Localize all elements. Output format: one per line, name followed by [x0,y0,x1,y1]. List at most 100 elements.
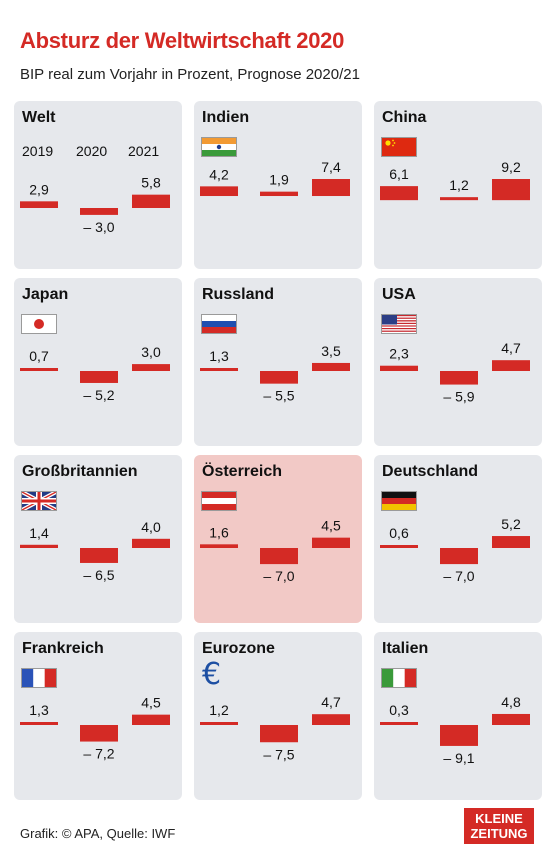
value-label: – 7,2 [83,746,114,762]
bar-2019 [200,368,238,371]
value-label: 3,0 [141,344,161,360]
year-label: 2021 [128,143,160,159]
bar-2020 [80,725,118,742]
value-label: – 5,9 [443,389,474,405]
bar-2020 [440,725,478,746]
value-label: 0,6 [389,525,409,541]
bar-2021 [312,179,350,197]
bar-2019 [380,365,418,371]
bar-2020 [80,548,118,563]
panel-title: Großbritannien [22,463,138,480]
value-label: 2,3 [389,346,409,362]
page-subtitle: BIP real zum Vorjahr in Prozent, Prognos… [20,66,360,83]
bar-chart: 2,9 – 3,0 5,8 [20,175,170,235]
panel-deutschland: Deutschland 0,6 – 7,0 5,2 [374,455,542,623]
italy-flag-icon [381,668,417,688]
panel-title: USA [382,286,416,303]
value-label: 1,3 [29,702,49,718]
bar-chart: 4,2 1,9 7,4 [200,159,350,197]
bar-chart: 1,3 – 5,5 3,5 [200,343,350,404]
value-label: 1,6 [209,524,229,540]
bar-2019 [20,201,58,208]
panel-eurozone: Eurozone €1,2 – 7,5 4,7 [194,632,362,800]
panel-title: China [382,109,427,126]
bar-2021 [492,713,530,725]
bar-2019 [20,544,58,548]
value-label: – 6,5 [83,567,114,583]
bar-2021 [312,362,350,371]
bar-chart: 0,7 – 5,2 3,0 [20,344,170,403]
bar-2021 [132,194,170,208]
panel-russland: Russland 1,3 – 5,5 3,5 [194,278,362,446]
panel-frankreich: Frankreich 1,3 – 7,2 4,5 [14,632,182,800]
value-label: 4,8 [501,694,521,710]
value-label: – 7,0 [443,568,474,584]
panel-title: Italien [382,640,429,657]
bar-chart: 6,1 1,2 9,2 [380,159,530,201]
bar-2021 [312,537,350,548]
bar-2020 [260,548,298,565]
bar-2021 [492,360,530,371]
year-label: 2020 [76,143,108,159]
value-label: 6,1 [389,166,409,182]
value-label: 4,5 [141,695,161,711]
value-label: 1,4 [29,525,49,541]
france-flag-icon [21,668,57,688]
panel-italien: Italien 0,3 – 9,1 4,8 [374,632,542,800]
logo-line2: ZEITUNG [470,826,528,841]
panel-title: Russland [202,286,275,303]
bar-chart: 1,3 – 7,2 4,5 [20,695,170,762]
bar-2020 [260,371,298,384]
value-label: – 9,1 [443,750,474,766]
bar-2019 [200,722,238,725]
panel-welt: Welt 2019 2020 2021 2,9 – 3,0 5,8 [14,101,182,269]
bar-2021 [492,536,530,548]
bar-chart: 1,2 – 7,5 4,7 [200,694,350,762]
panel-title: Welt [22,109,56,126]
bar-chart: 0,6 – 7,0 5,2 [380,516,530,584]
bar-2019 [380,186,418,201]
bar-2020 [260,191,298,197]
panel-title: Eurozone [202,640,275,657]
panel-title: Frankreich [22,640,104,657]
kleine-zeitung-logo: KLEINE ZEITUNG [464,808,534,844]
bar-2021 [132,364,170,371]
value-label: 0,3 [389,702,409,718]
panel-großbritannien: Großbritannien 1,4 – 6,5 4,0 [14,455,182,623]
bar-chart: 1,4 – 6,5 4,0 [20,519,170,583]
value-label: 4,0 [141,519,161,535]
russia-flag-icon [201,314,237,334]
value-label: 1,2 [449,177,469,193]
bar-chart: 0,3 – 9,1 4,8 [380,694,530,766]
year-label: 2019 [22,143,54,159]
bar-2021 [132,714,170,725]
bar-2019 [200,544,238,548]
value-label: 1,9 [269,172,289,188]
panel-usa: USA 2,3 – 5,9 4,7 [374,278,542,446]
bar-2019 [380,545,418,548]
panel-china: China 6,1 1,2 9,2 [374,101,542,269]
value-label: – 7,0 [263,568,294,584]
bar-2020 [440,197,478,201]
bar-2020 [440,371,478,385]
japan-flag-icon [21,314,57,334]
germany-flag-icon [381,491,417,511]
panel-japan: Japan 0,7 – 5,2 3,0 [14,278,182,446]
china-flag-icon [381,137,417,157]
value-label: 9,2 [501,159,521,175]
bar-2020 [80,371,118,383]
panel-title: Deutschland [382,463,479,480]
value-label: 5,2 [501,516,521,532]
usa-flag-icon [381,314,417,334]
uk-flag-icon [21,491,57,511]
bar-2020 [260,725,298,743]
value-label: 4,7 [501,340,521,356]
bar-2021 [492,179,530,201]
value-label: 7,4 [321,159,341,175]
india-flag-icon [201,137,237,157]
value-label: 5,8 [141,175,161,191]
bar-2021 [312,714,350,725]
bar-2020 [440,548,478,565]
bar-2020 [80,208,118,215]
bar-2019 [20,368,58,371]
